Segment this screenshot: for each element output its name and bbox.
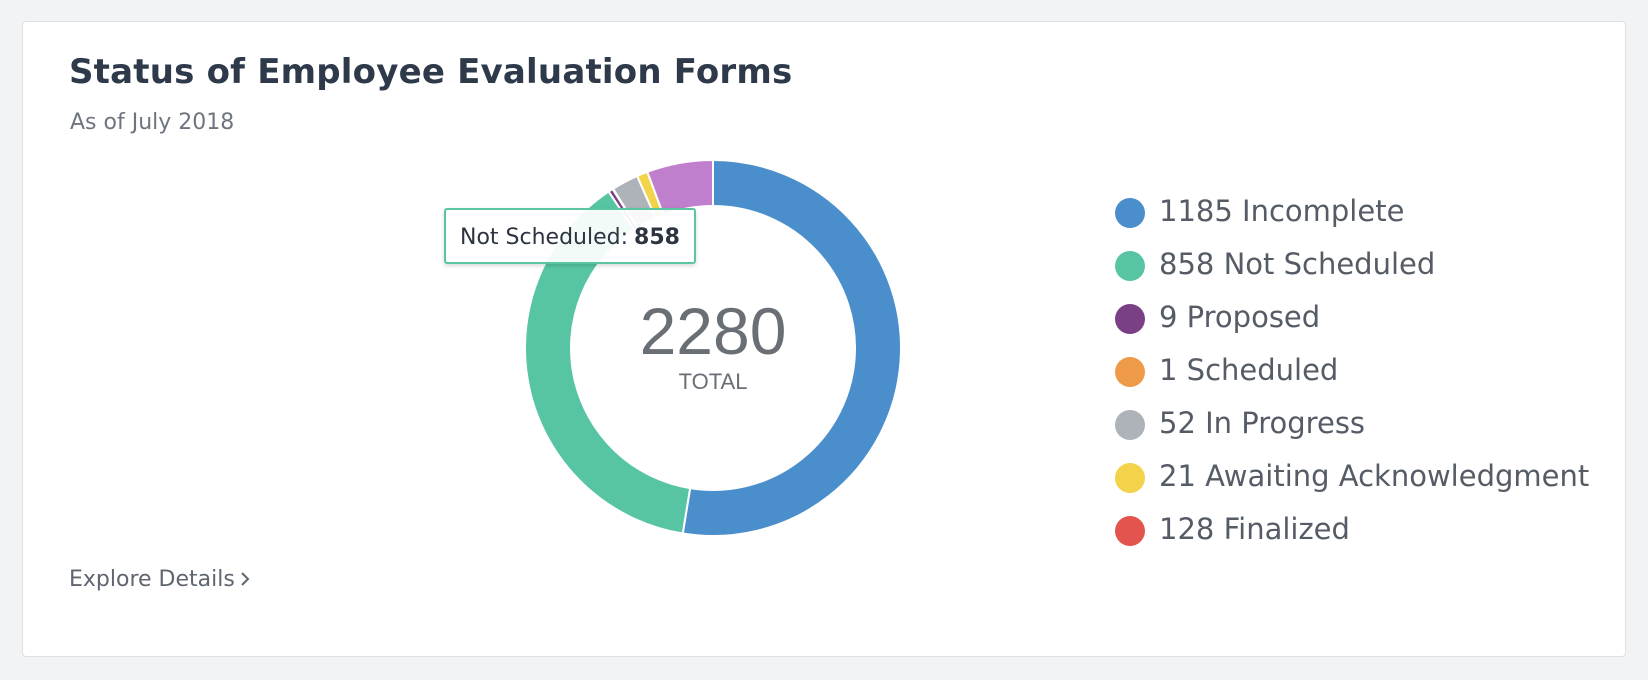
tooltip-value: 858: [634, 225, 680, 250]
legend-swatch: [1115, 251, 1145, 281]
legend-label: 1 Scheduled: [1159, 353, 1339, 387]
slice-tooltip: Not Scheduled: 858: [444, 208, 696, 264]
slice-not-scheduled[interactable]: [524, 190, 692, 535]
slice-incomplete[interactable]: [681, 158, 902, 537]
chart-card: Status of Employee Evaluation Forms As o…: [22, 21, 1626, 657]
legend-label: 128 Finalized: [1159, 512, 1350, 546]
legend-label: 9 Proposed: [1159, 300, 1321, 334]
center-total: 2280: [640, 294, 787, 368]
legend-swatch: [1115, 198, 1145, 228]
chevron-right-icon: [241, 572, 250, 586]
legend-label: 21 Awaiting Acknowledgment: [1159, 459, 1590, 493]
explore-details-link[interactable]: Explore Details: [69, 567, 251, 592]
donut-slices: [524, 158, 902, 537]
legend-label: 1185 Incomplete: [1159, 194, 1405, 228]
chart-subtitle: As of July 2018: [70, 110, 235, 135]
legend-swatch: [1115, 410, 1145, 440]
explore-details-label: Explore Details: [69, 567, 235, 592]
center-total-label: TOTAL: [679, 369, 748, 394]
legend-swatch: [1115, 463, 1145, 493]
donut-chart: 2280 TOTAL: [524, 158, 902, 537]
legend-swatch: [1115, 304, 1145, 334]
legend-swatch: [1115, 516, 1145, 546]
chart-title: Status of Employee Evaluation Forms: [69, 52, 793, 92]
legend-label: 52 In Progress: [1159, 406, 1366, 440]
legend-label: 858 Not Scheduled: [1159, 247, 1436, 281]
tooltip-label: Not Scheduled:: [460, 225, 629, 250]
legend-swatch: [1115, 357, 1145, 387]
